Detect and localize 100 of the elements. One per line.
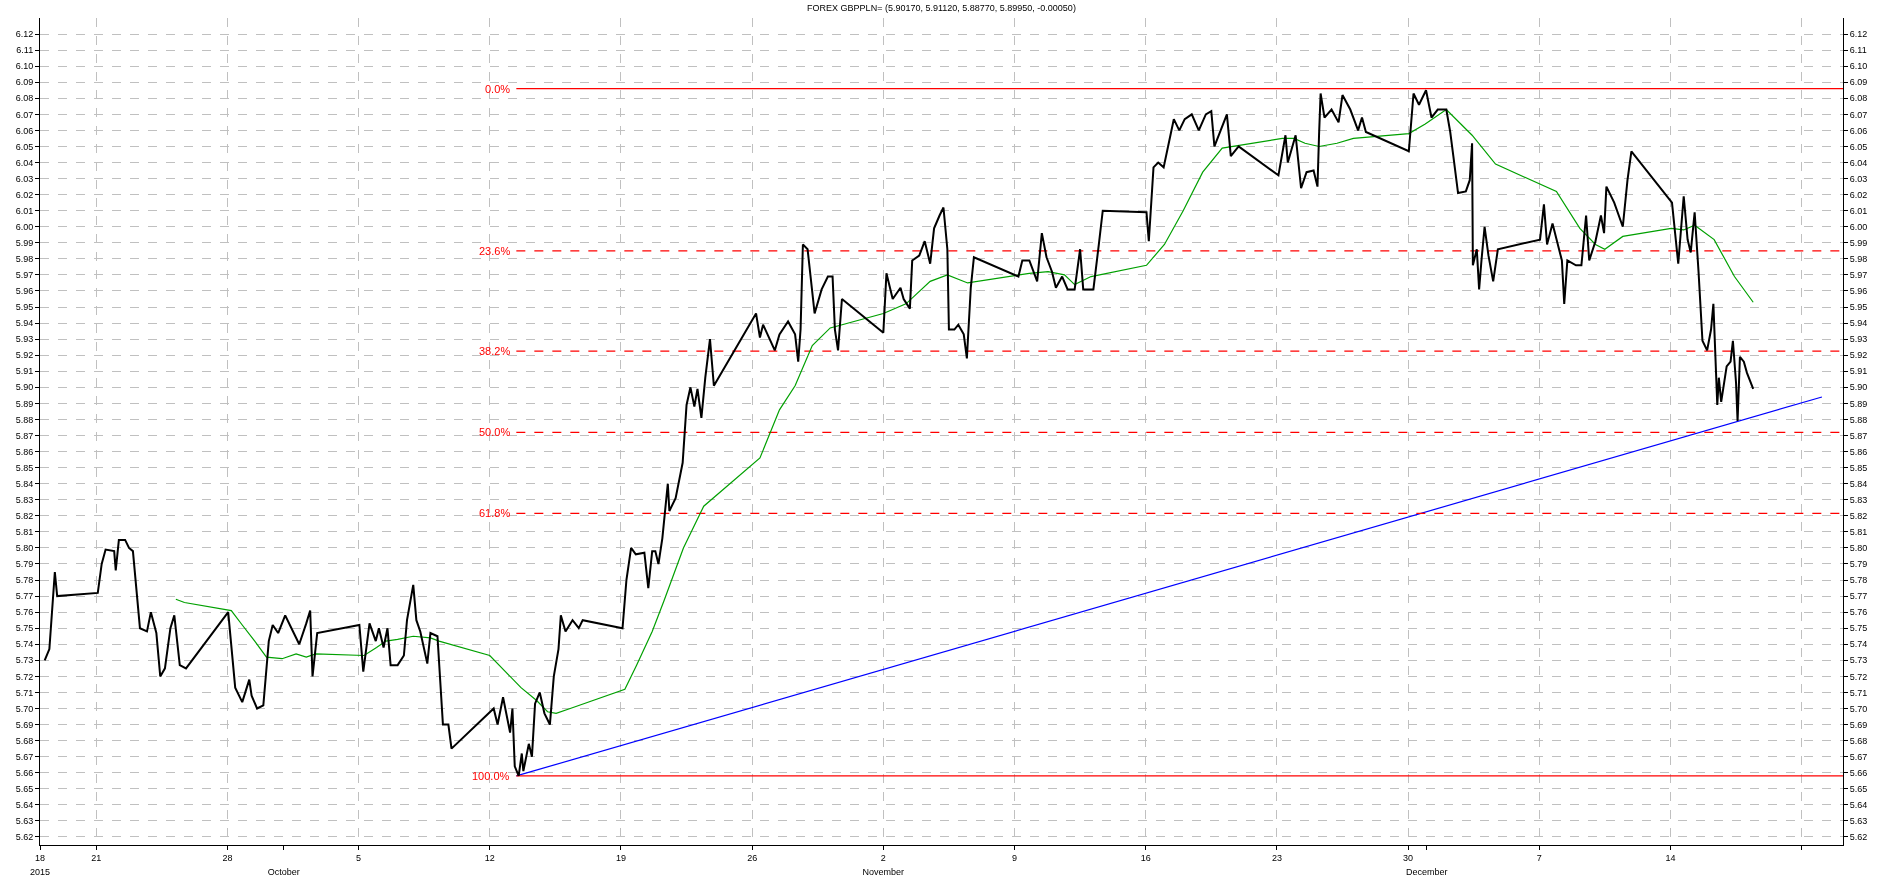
y-tick-label: 5.88: [15, 414, 34, 425]
y2-tick-label: 6.07: [1849, 109, 1868, 120]
y-tick-label: 5.64: [15, 800, 34, 810]
y-tick-label: 5.91: [15, 366, 34, 377]
y2-tick-label: 5.71: [1849, 687, 1868, 698]
y2-tick-label: 5.70: [1849, 703, 1868, 714]
y-tick-label: 6.12: [15, 29, 34, 40]
series-label: 38.2%: [479, 345, 511, 357]
y-tick-label: 5.70: [15, 703, 34, 714]
y-tick-label: 6.05: [15, 141, 34, 152]
chart-title: FOREX GBPPLN= (5.90170, 5.91120, 5.88770, 5.89950, -0.00050): [807, 2, 1076, 13]
y2-tick-label: 5.80: [1849, 543, 1868, 554]
y-tick-label: 5.86: [15, 446, 34, 457]
y2-tick-label: 5.85: [1849, 462, 1868, 473]
y-tick-label: 5.79: [15, 559, 34, 570]
y-tick-label: 5.98: [15, 254, 34, 265]
y2-tick-label: 5.69: [1849, 719, 1868, 730]
y2-tick-label: 5.76: [1849, 607, 1868, 618]
y-tick-label: 5.76: [15, 607, 34, 618]
y2-tick-label: 6.10: [1849, 61, 1868, 72]
series-label: 23.6%: [479, 245, 511, 257]
series-label: 0.0%: [485, 83, 511, 95]
x-tick-label: 18: [34, 852, 46, 863]
x-tick-label: 9: [1012, 852, 1018, 863]
y2-tick-label: 5.98: [1849, 254, 1868, 265]
y-tick-label: 5.89: [15, 398, 34, 409]
x-tick-label: 7: [1536, 852, 1542, 863]
y2-tick-label: 6.03: [1849, 173, 1868, 184]
y2-tick-label: 5.95: [1849, 302, 1868, 313]
y2-tick-label: 5.87: [1849, 430, 1868, 441]
y-tick-label: 5.87: [15, 430, 34, 441]
y-tick-label: 5.78: [15, 575, 34, 586]
y-tick-label: 5.84: [15, 478, 34, 489]
y-tick-label: 5.68: [15, 735, 34, 746]
series-label: 61.8%: [479, 507, 511, 519]
y2-tick-label: 6.00: [1849, 221, 1868, 232]
series-label: 100.0%: [472, 770, 510, 782]
x-tick-label: 23: [1271, 852, 1282, 863]
y-tick-label: 6.03: [15, 173, 34, 184]
y2-tick-label: 5.83: [1849, 494, 1868, 505]
y2-tick-label: 5.74: [1849, 639, 1868, 650]
y-tick-label: 6.10: [15, 61, 34, 72]
y-tick-label: 5.82: [15, 510, 34, 521]
y2-tick-label: 5.88: [1849, 414, 1868, 425]
line-series: [175, 108, 1754, 714]
y2-tick-label: 5.89: [1849, 398, 1868, 409]
y-tick-label: 5.63: [15, 816, 34, 827]
y2-tick-label: 5.65: [1849, 783, 1868, 794]
y-tick-label: 5.99: [15, 237, 34, 248]
y-tick-label: 6.02: [15, 189, 34, 200]
y-tick-label: 6.06: [15, 125, 34, 136]
y2-tick-label: 6.01: [1849, 205, 1868, 216]
y2-tick-label: 5.77: [1849, 591, 1868, 602]
y-tick-label: 5.90: [15, 382, 34, 393]
y2-tick-label: 5.84: [1849, 478, 1868, 489]
y2-tick-label: 5.63: [1849, 816, 1868, 827]
y-tick-label: 5.81: [15, 527, 34, 538]
y-tick-label: 5.75: [15, 623, 34, 634]
y2-tick-label: 6.09: [1849, 77, 1868, 88]
y2-tick-label: 5.75: [1849, 623, 1868, 634]
x2-tick-label: November: [862, 866, 905, 877]
y2-tick-label: 5.62: [1849, 832, 1868, 843]
y2-tick-label: 5.97: [1849, 270, 1868, 281]
y2-tick-label: 5.66: [1849, 767, 1868, 778]
x-tick-label: 16: [1140, 852, 1151, 863]
y2-tick-label: 5.96: [1849, 286, 1868, 297]
y-tick-label: 6.07: [15, 109, 34, 120]
x2-tick-label: 2015: [29, 866, 51, 877]
y-tick-label: 5.95: [15, 302, 34, 313]
y-tick-label: 5.71: [15, 687, 34, 698]
x-tick-label: 30: [1403, 852, 1414, 863]
y2-tick-label: 6.04: [1849, 157, 1868, 168]
y-tick-label: 5.67: [15, 751, 34, 762]
y-tick-label: 5.94: [15, 318, 34, 329]
y2-tick-label: 5.72: [1849, 671, 1868, 682]
y-tick-label: 5.83: [15, 494, 34, 505]
y-tick-label: 6.04: [15, 157, 34, 168]
y2-tick-label: 6.11: [1849, 45, 1867, 56]
x2-tick-label: October: [267, 866, 300, 877]
y2-tick-label: 6.06: [1849, 125, 1868, 136]
y2-tick-label: 5.86: [1849, 446, 1868, 457]
series-label: 50.0%: [479, 426, 511, 438]
y2-tick-label: 5.82: [1849, 510, 1868, 521]
y2-tick-label: 5.91: [1849, 366, 1868, 377]
y-tick-label: 6.08: [15, 93, 34, 104]
y-tick-label: 6.00: [15, 221, 34, 232]
y2-tick-label: 5.78: [1849, 575, 1868, 586]
x-tick-label: 2: [880, 852, 886, 863]
y2-tick-label: 5.92: [1849, 350, 1868, 361]
y2-tick-label: 5.81: [1849, 527, 1868, 538]
x-tick-label: 21: [91, 852, 102, 863]
y-tick-label: 5.93: [15, 334, 34, 345]
x2-tick-label: December: [1406, 866, 1448, 877]
y-tick-label: 5.80: [15, 543, 34, 554]
y-tick-label: 5.97: [15, 270, 34, 281]
y-tick-label: 5.66: [15, 767, 34, 778]
y2-tick-label: 5.99: [1849, 237, 1868, 248]
y-tick-label: 5.85: [15, 462, 34, 473]
y2-tick-label: 5.73: [1849, 655, 1868, 666]
y-tick-label: 5.62: [15, 832, 34, 843]
